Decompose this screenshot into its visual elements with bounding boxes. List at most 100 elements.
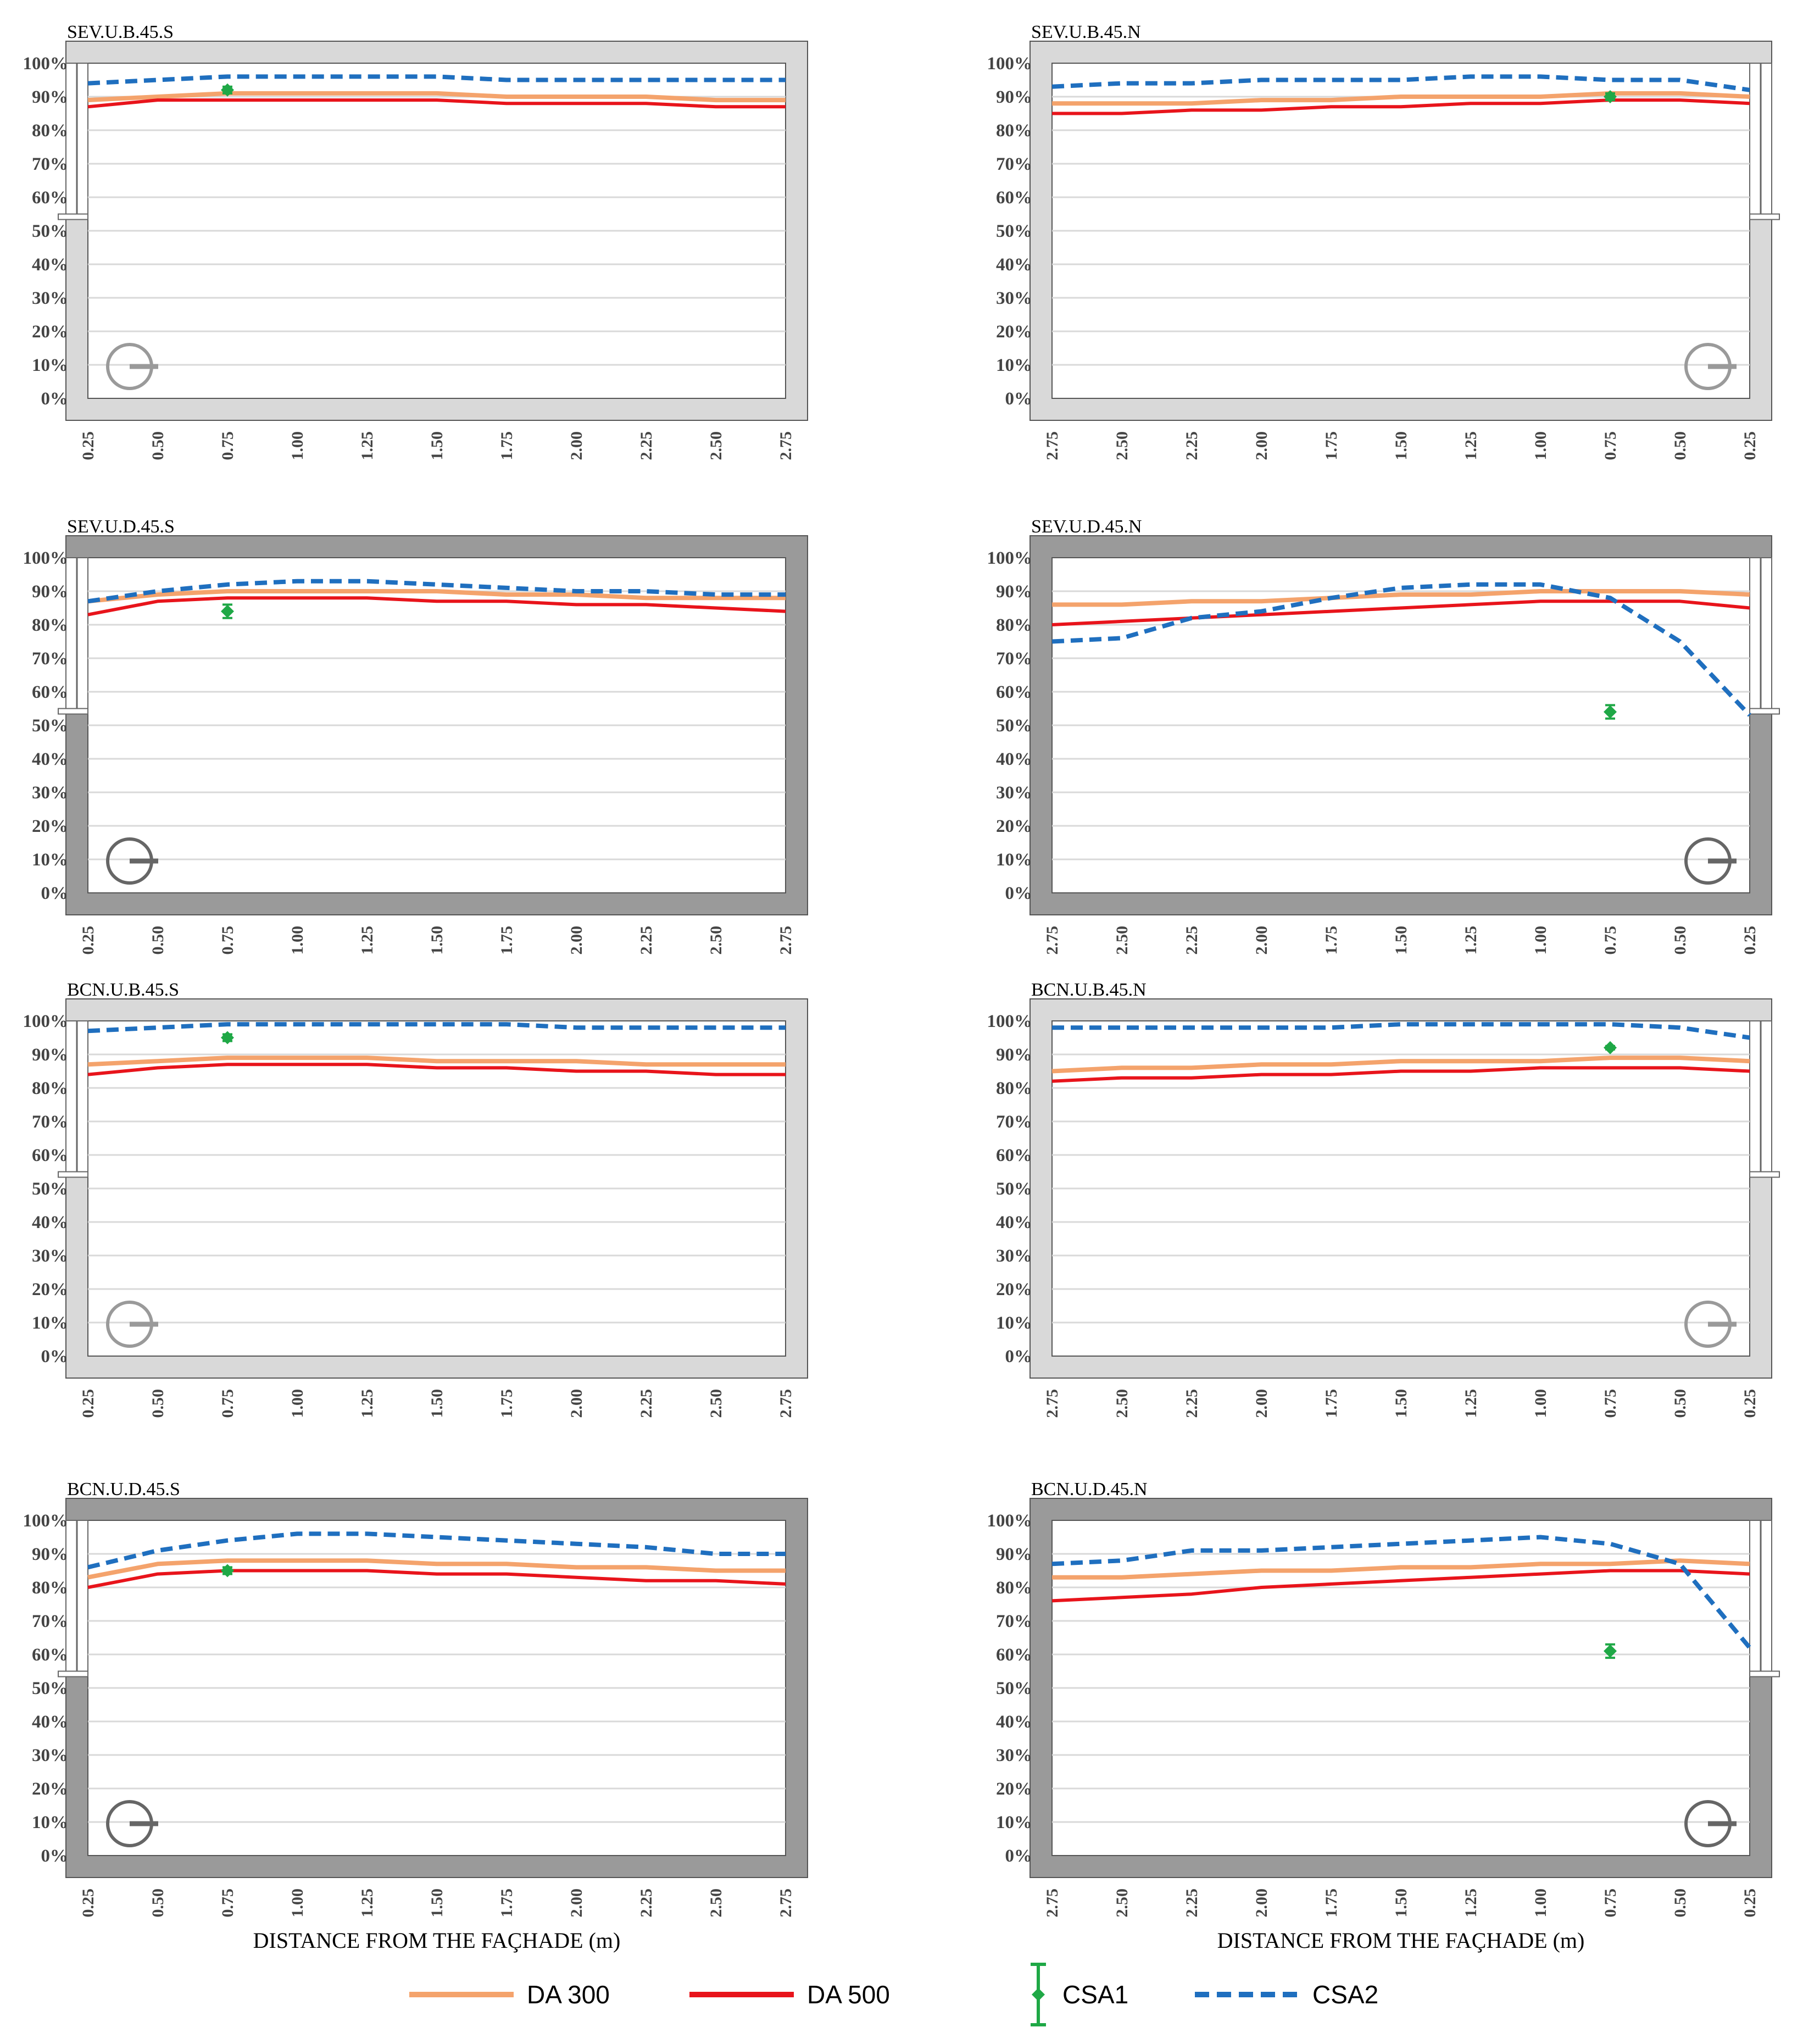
chart-title: BCN.U.B.45.N — [1031, 980, 1147, 1000]
y-tick-label: 0% — [1005, 884, 1033, 903]
x-tick-label: 2.50 — [1113, 1889, 1131, 1918]
x-tick-label: 2.00 — [1253, 1389, 1271, 1418]
chart-title: BCN.U.D.45.S — [67, 1479, 180, 1499]
x-tick-label: 2.75 — [777, 1889, 795, 1918]
y-tick-label: 60% — [32, 682, 68, 702]
y-tick-label: 60% — [996, 1645, 1032, 1665]
legend-swatch-csa2 — [1195, 1992, 1299, 1997]
series-line-csa2 — [1051, 74, 1750, 92]
y-tick-label: 0% — [1005, 1347, 1033, 1367]
x-tick-label: 2.50 — [707, 1389, 725, 1418]
x-tick-label: 0.25 — [1741, 1889, 1759, 1918]
x-tick-label: 2.75 — [1043, 1389, 1061, 1418]
y-tick-label: 10% — [32, 1813, 68, 1832]
x-tick-label: 0.25 — [1741, 1389, 1759, 1418]
series-line-csa2 — [1051, 1535, 1752, 1649]
x-tick-label: 1.00 — [288, 926, 307, 955]
y-tick-label: 30% — [996, 1746, 1032, 1765]
x-tick-label: 1.25 — [358, 431, 376, 460]
y-tick-label: 70% — [32, 154, 68, 174]
y-tick-label: 20% — [996, 1280, 1032, 1299]
x-tick-label: 1.50 — [428, 1889, 446, 1918]
y-tick-label: 50% — [996, 1179, 1032, 1199]
x-tick-label: 0.75 — [219, 1889, 237, 1918]
y-tick-label: 100% — [987, 1012, 1033, 1031]
x-tick-label: 1.00 — [1532, 1889, 1550, 1918]
x-tick-label: 1.25 — [1462, 926, 1480, 955]
y-tick-label: 10% — [32, 356, 68, 375]
y-tick-label: 90% — [996, 1545, 1032, 1564]
y-tick-label: 90% — [996, 87, 1032, 107]
chart-title: BCN.U.B.45.S — [67, 980, 179, 1000]
chart-title: BCN.U.D.45.N — [1031, 1479, 1148, 1499]
window-sill — [58, 708, 88, 715]
y-tick-label: 60% — [32, 1645, 68, 1665]
y-tick-label: 10% — [996, 1313, 1032, 1333]
series-line-csa2 — [1051, 582, 1751, 717]
y-tick-label: 30% — [32, 1246, 68, 1266]
x-tick-label: 1.50 — [1392, 926, 1410, 955]
window-sill — [1749, 1670, 1780, 1678]
series-line-da300 — [87, 91, 786, 103]
y-tick-label: 80% — [32, 615, 68, 635]
legend-item-csa2: CSA2 — [1195, 1973, 1378, 2017]
chart-6: 0% 10% 20% 30% 40% 50% 60% 70% 80% 90% 100% 2.75 2.5… — [987, 980, 1780, 1418]
x-tick-label: 2.00 — [1253, 431, 1271, 460]
x-tick-label: 1.75 — [1322, 431, 1340, 460]
x-tick-label: 2.25 — [1183, 1389, 1201, 1418]
x-tick-label: 1.50 — [1392, 431, 1410, 460]
x-tick-label: 0.50 — [149, 1389, 167, 1418]
y-tick-label: 100% — [987, 1511, 1033, 1531]
y-tick-label: 20% — [32, 322, 68, 342]
x-tick-label: 1.00 — [288, 431, 307, 460]
x-tick-label: 1.75 — [1322, 1889, 1340, 1918]
y-tick-label: 10% — [996, 356, 1032, 375]
y-tick-label: 50% — [996, 221, 1032, 241]
y-tick-label: 90% — [32, 582, 68, 602]
series-line-da500 — [87, 596, 786, 616]
y-tick-label: 10% — [996, 850, 1032, 870]
y-tick-label: 100% — [23, 1012, 69, 1031]
x-tick-label: 2.00 — [567, 926, 586, 955]
csa1-marker — [221, 1564, 234, 1578]
series-line-da500 — [87, 1063, 786, 1076]
series-line-da500 — [1052, 98, 1750, 115]
x-tick-label: 1.00 — [1532, 1389, 1550, 1418]
series-line-da500 — [87, 98, 786, 109]
csa1-marker — [221, 604, 234, 618]
x-tick-label: 1.00 — [288, 1389, 307, 1418]
y-tick-label: 100% — [987, 548, 1033, 568]
y-tick-label: 0% — [41, 1347, 69, 1367]
y-tick-label: 40% — [996, 1213, 1032, 1232]
y-tick-label: 80% — [32, 1578, 68, 1598]
y-tick-label: 20% — [32, 1280, 68, 1299]
y-tick-label: 40% — [996, 749, 1032, 769]
window-sill — [1749, 1171, 1780, 1178]
series-line-da300 — [1052, 91, 1750, 106]
y-tick-label: 70% — [996, 1112, 1032, 1132]
y-tick-label: 50% — [996, 1679, 1032, 1698]
x-tick-label: 2.75 — [1043, 926, 1061, 955]
csa1-marker — [1604, 90, 1617, 103]
y-tick-label: 30% — [996, 1246, 1032, 1266]
y-tick-label: 60% — [996, 1146, 1032, 1165]
y-tick-label: 10% — [32, 1313, 68, 1333]
x-tick-label: 0.25 — [79, 1389, 97, 1418]
x-tick-label: 2.75 — [777, 431, 795, 460]
y-tick-label: 20% — [996, 322, 1032, 342]
series-line-da300 — [1052, 589, 1750, 607]
csa1-marker — [221, 83, 234, 97]
y-tick-label: 40% — [32, 255, 68, 275]
x-tick-label: 1.50 — [428, 926, 446, 955]
chart-title: SEV.U.D.45.S — [67, 516, 175, 537]
x-tick-label: 2.00 — [1253, 1889, 1271, 1918]
x-tick-label: 2.75 — [1043, 1889, 1061, 1918]
x-tick-label: 1.25 — [1462, 431, 1480, 460]
y-tick-label: 80% — [32, 121, 68, 141]
legend-label-da300: DA 300 — [527, 1980, 610, 2009]
window-sill — [58, 1670, 88, 1678]
y-tick-label: 90% — [32, 1045, 68, 1065]
x-tick-label: 1.25 — [358, 1889, 376, 1918]
y-tick-label: 100% — [987, 54, 1033, 74]
